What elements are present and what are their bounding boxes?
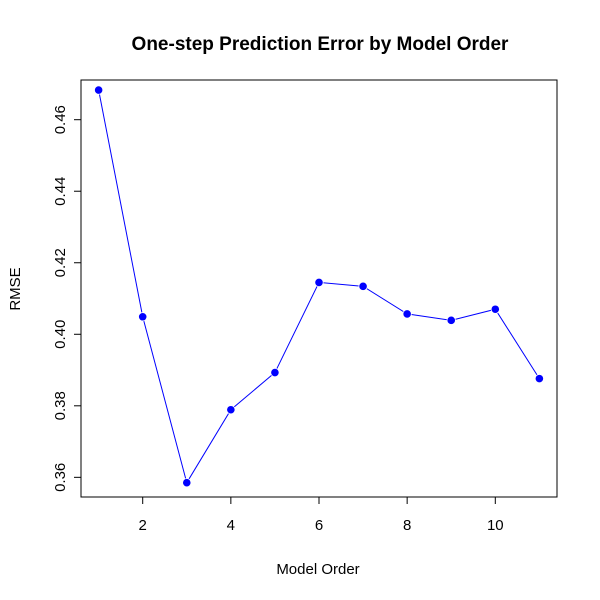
data-point [94, 85, 104, 95]
data-point [314, 277, 324, 288]
data-point [490, 304, 500, 314]
y-tick-label: 0.46 [52, 105, 69, 134]
chart-title: One-step Prediction Error by Model Order [132, 34, 510, 55]
plot-area [80, 79, 558, 498]
data-point [270, 367, 280, 378]
y-tick-label: 0.42 [52, 248, 69, 277]
data-point [226, 405, 236, 415]
y-tick-label: 0.44 [52, 177, 69, 206]
y-tick-label: 0.40 [52, 320, 69, 349]
y-axis-label: RMSE [7, 267, 24, 310]
data-point [402, 309, 412, 319]
x-axis-label: Model Order [276, 561, 359, 578]
y-tick-label: 0.36 [52, 463, 69, 492]
data-point [138, 312, 148, 322]
y-axis: 0.36 0.38 0.40 0.42 0.44 0.46 [52, 105, 82, 492]
x-tick-label: 8 [403, 517, 411, 534]
data-point [534, 374, 544, 384]
x-tick-label: 2 [139, 517, 147, 534]
x-tick-label: 10 [487, 517, 504, 534]
data-point [446, 315, 456, 325]
x-tick-label: 4 [227, 517, 235, 534]
data-point [182, 478, 192, 488]
data-point [358, 281, 368, 291]
series-layer [94, 85, 544, 488]
y-tick-label: 0.38 [52, 391, 69, 420]
x-tick-label: 6 [315, 517, 323, 534]
x-axis: 2 4 6 8 10 [139, 496, 504, 534]
